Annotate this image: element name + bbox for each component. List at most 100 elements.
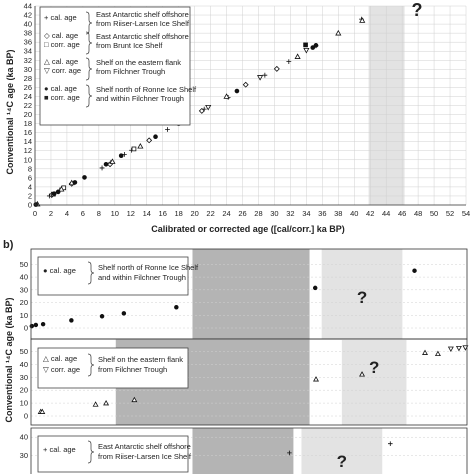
data-point xyxy=(205,104,212,111)
x-tick-label: 10 xyxy=(111,209,119,218)
x-tick-label: 32 xyxy=(286,209,294,218)
legend-brace xyxy=(85,11,93,35)
y-tick-label: 36 xyxy=(24,38,32,47)
legend-brace xyxy=(87,353,95,377)
y-tick-label: 28 xyxy=(24,74,32,83)
data-point xyxy=(51,191,57,197)
data-point xyxy=(273,65,280,72)
x-tick-label: 4 xyxy=(65,209,69,218)
data-point xyxy=(165,127,170,132)
y-tick-label: 24 xyxy=(24,92,32,101)
y-axis-title: Conventional ¹⁴C age (ka BP) xyxy=(5,50,15,175)
y-tick-label: 0 xyxy=(28,201,32,210)
y-tick-label: 30 xyxy=(20,373,28,382)
data-point xyxy=(387,441,393,446)
x-tick-label: 28 xyxy=(254,209,262,218)
data-point xyxy=(29,323,35,329)
data-point xyxy=(312,285,318,291)
data-point xyxy=(137,142,144,149)
y-tick-label: 8 xyxy=(28,164,32,173)
legend-box xyxy=(37,256,189,296)
data-point xyxy=(335,29,342,36)
y-tick-label: 40 xyxy=(20,273,28,282)
y-tick-label: 4 xyxy=(28,182,32,191)
legend: ● cal. age Shelf north of Ronne Ice Shel… xyxy=(37,256,199,296)
data-point xyxy=(313,43,319,48)
legend-item: △ cal. age xyxy=(44,57,78,66)
y-tick-label: 6 xyxy=(28,173,32,182)
legend-label: from Brunt Ice Shelf xyxy=(96,41,163,50)
data-point xyxy=(109,158,116,164)
x-tick-label: 30 xyxy=(270,209,278,218)
legend-entry-filchner-east: △ cal. age ▽ corr. age Shelf on the east… xyxy=(44,57,181,81)
data-point xyxy=(303,48,310,54)
data-point xyxy=(412,268,417,273)
data-point xyxy=(39,408,46,414)
y-tick-label: 40 xyxy=(20,360,28,369)
legend: △ cal. age ▽ corr. age Shelf on the east… xyxy=(37,347,189,389)
data-point xyxy=(69,318,74,323)
panel-b-y-axis-title: Conventional ¹⁴C age (ka BP) xyxy=(4,298,14,423)
y-tick-label: 10 xyxy=(24,155,32,164)
legend-label: East Antarctic shelf offshore xyxy=(98,442,191,451)
data-point xyxy=(198,107,205,114)
data-point xyxy=(103,399,110,406)
data-marks xyxy=(37,345,469,414)
y-tick-label: 16 xyxy=(24,128,32,137)
y-tick-label: 34 xyxy=(24,47,32,56)
y-tick-label: 20 xyxy=(24,110,32,119)
y-tick-label: 0 xyxy=(24,324,28,333)
y-tick-labels: 0 10 20 30 40 50 xyxy=(20,260,28,333)
data-point xyxy=(434,350,441,357)
data-point xyxy=(359,17,366,23)
x-tick-label: 36 xyxy=(318,209,326,218)
data-point xyxy=(131,396,138,403)
legend-item: □ corr. age xyxy=(44,40,80,49)
x-tick-label: 40 xyxy=(350,209,358,218)
data-point xyxy=(99,314,105,319)
shaded-light-region xyxy=(321,249,403,339)
legend-item: ◇ cal. age xyxy=(44,31,78,40)
x-tick-label: 24 xyxy=(222,209,230,218)
calibration-chart: 0 2 4 6 8 10 12 14 16 18 20 22 24 26 28 30 32 34 36 38 40 42 4… xyxy=(5,0,470,234)
data-point xyxy=(33,322,39,328)
legend-item: ● cal. age xyxy=(43,266,76,275)
legend-label: from Filchner Trough xyxy=(96,67,165,76)
data-point xyxy=(153,134,158,140)
data-point xyxy=(33,202,39,207)
y-tick-labels: 0 10 20 30 40 50 xyxy=(20,347,28,421)
subpanel-frame xyxy=(30,427,468,474)
legend-item: ● cal. age xyxy=(44,84,77,93)
x-tick-label: 42 xyxy=(366,209,374,218)
y-tick-labels: 30 40 xyxy=(20,433,28,460)
legend-brace xyxy=(87,440,95,464)
x-tick-labels: 0 2 4 6 8 10 12 14 16 18 20 22 24 26 28 30 32 34 36 38 40 42 4… xyxy=(33,209,470,218)
panel-label: b) xyxy=(3,239,14,251)
data-point xyxy=(103,161,109,167)
legend-item: △ cal. age xyxy=(43,354,77,363)
legend-entry-ronne: ● cal. age ■ corr. age Shelf north of Ro… xyxy=(44,84,197,108)
y-tick-label: 26 xyxy=(24,83,32,92)
legend-label: from Riiser-Larsen Ice Shelf xyxy=(96,19,190,28)
data-point xyxy=(121,311,127,316)
y-tick-label: 30 xyxy=(24,65,32,74)
data-point xyxy=(294,53,301,59)
data-point xyxy=(82,175,87,180)
x-tick-label: 50 xyxy=(430,209,438,218)
legend-item: ▽ corr. age xyxy=(44,66,81,75)
data-marks xyxy=(287,441,393,456)
data-point xyxy=(58,185,65,192)
legend-label: and within Filchner Trough xyxy=(98,273,186,282)
legend-label: Shelf on the eastern flank xyxy=(98,355,183,364)
y-tick-label: 38 xyxy=(24,29,32,38)
legend-label: Shelf north of Ronne Ice Shelf xyxy=(96,85,197,94)
x-tick-label: 8 xyxy=(97,209,101,218)
data-point xyxy=(234,88,240,94)
y-tick-label: 22 xyxy=(24,101,32,110)
y-tick-label: 10 xyxy=(20,311,28,320)
legend-box xyxy=(37,435,189,473)
data-point xyxy=(40,321,46,327)
x-tick-label: 48 xyxy=(414,209,422,218)
data-point xyxy=(242,81,249,88)
x-tick-label: 44 xyxy=(382,209,390,218)
